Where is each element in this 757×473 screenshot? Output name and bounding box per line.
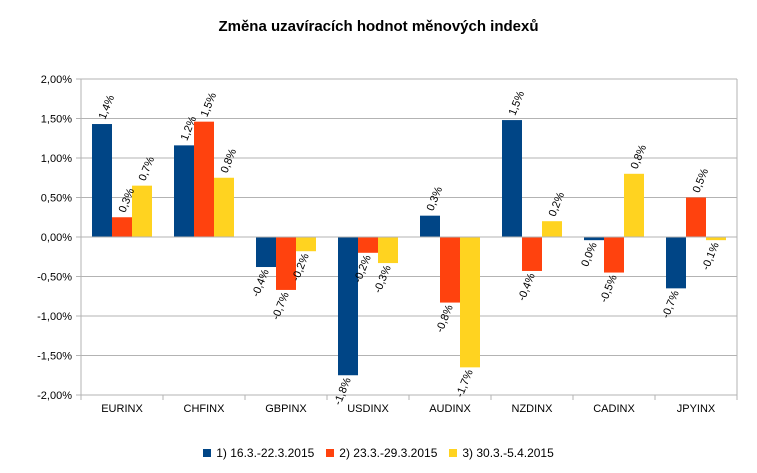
bar [194,121,214,237]
legend-swatch [326,449,335,457]
data-label: 0,8% [629,143,650,171]
bars [92,120,726,376]
legend-label: 2) 23.3.-29.3.2015 [339,446,438,460]
data-label: 1,5% [199,91,220,119]
y-tick-label: -0,50% [37,272,72,284]
bar [276,237,296,290]
y-tick-label: 0,50% [41,193,72,205]
category-label: NZDINX [512,403,554,415]
legend-item: 1) 16.3.-22.3.2015 [203,446,314,460]
bar [92,124,112,237]
data-label: 0,7% [137,155,158,183]
legend-label: 1) 16.3.-22.3.2015 [216,446,315,460]
bar [522,237,542,271]
bar [132,185,152,237]
legend-label: 3) 30.3.-5.4.2015 [462,446,554,460]
data-label: 0,5% [691,167,712,195]
bar [358,237,378,253]
data-labels: 1,4%1,2%-0,4%-1,8%0,3%1,5%0,0%-0,7%0,3%1… [81,89,737,407]
y-tick-label: 0,00% [41,232,72,244]
y-tick-label: 2,00% [41,74,72,86]
data-label: 0,3% [425,185,446,213]
category-label: JPYINX [677,403,716,415]
bar [112,217,132,237]
bar [666,237,686,289]
bar [624,173,644,237]
y-tick-label: 1,00% [41,153,72,165]
data-label: -0,7% [660,289,682,320]
y-tick-label: -2,00% [37,390,72,402]
bar [256,237,276,268]
data-label: 0,0% [579,241,600,269]
data-label: -0,3% [372,264,394,295]
y-tick-label: -1,50% [37,351,72,363]
data-label: 0,8% [219,147,240,175]
bar [502,120,522,237]
category-label: GBPINX [265,403,307,415]
data-label: 1,5% [507,89,528,117]
data-label: -0,4% [250,267,272,298]
legend-item: 2) 23.3.-29.3.2015 [326,446,437,460]
bar [420,215,440,237]
bar [214,177,234,237]
legend-item: 3) 30.3.-5.4.2015 [449,446,554,460]
y-tick-label: -1,00% [37,311,72,323]
bar [706,237,726,241]
bar [604,237,624,273]
bar [542,221,562,237]
bar [338,237,358,376]
data-label: -1,7% [454,368,476,399]
category-label: USDINX [347,403,389,415]
data-label: -0,1% [700,241,722,272]
data-label: 1,4% [97,93,118,121]
bar [174,145,194,237]
data-label: -0,8% [434,303,456,334]
bar [460,237,480,368]
legend: 1) 16.3.-22.3.2015 2) 23.3.-29.3.2015 3) 3… [0,446,757,460]
legend-swatch [203,449,212,457]
bar [378,237,398,264]
data-label: 0,2% [547,190,568,218]
bar [686,197,706,237]
category-label: CHFINX [184,403,226,415]
legend-swatch [449,449,458,457]
data-label: -0,7% [270,290,292,321]
bar [296,237,316,252]
category-label: EURINX [101,403,143,415]
chart-title: Změna uzavíracích hodnot měnových indexů [218,18,539,35]
y-tick-label: 1,50% [41,114,72,126]
category-label: AUDINX [429,403,471,415]
data-label: -0,5% [598,273,620,304]
axes: 2,00% 1,50% 1,00% 0,50% 0,00% -0,50% -1,00% -1,… [37,74,738,415]
bar [584,237,604,241]
bar [440,237,460,303]
category-label: CADINX [593,403,635,415]
